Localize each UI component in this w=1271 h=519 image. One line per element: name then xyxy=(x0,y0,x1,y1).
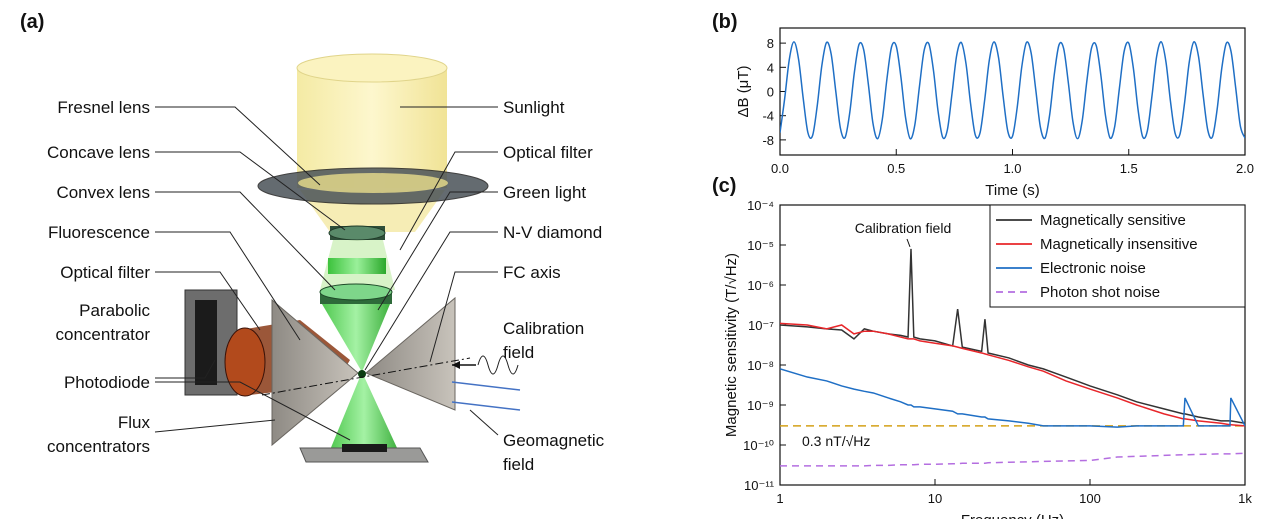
x-axis-label: Time (s) xyxy=(985,182,1039,199)
apparatus xyxy=(155,54,520,462)
series-line xyxy=(780,323,1245,426)
diagram-label: Optical filter xyxy=(503,143,593,162)
y-axis-label: ΔB (μT) xyxy=(735,66,752,118)
diagram-label: Convex lens xyxy=(56,183,150,202)
series-line xyxy=(780,453,1245,466)
panel-label: (b) xyxy=(712,11,738,33)
y-tick-label: 10⁻⁴ xyxy=(747,198,774,213)
diagram-label: Parabolic xyxy=(79,301,150,320)
y-tick-label: 0 xyxy=(767,85,774,100)
chart: 1 10 100 1k 10⁻¹¹ 10⁻¹⁰ 10⁻⁹ 10⁻⁸ 10⁻⁷ 10⁻⁶ 10⁻⁵ 10… xyxy=(723,198,1252,519)
series-line xyxy=(780,42,1245,139)
y-tick-label: -4 xyxy=(762,109,774,124)
diagram-label: Flux xyxy=(118,413,151,432)
y-tick-label: 10⁻⁷ xyxy=(748,318,774,333)
diagram-label: Fresnel lens xyxy=(57,98,150,117)
legend-label: Magnetically sensitive xyxy=(1040,212,1186,229)
x-tick-label: 10 xyxy=(928,491,942,506)
diagram-label: Green light xyxy=(503,183,586,202)
y-tick-label: 10⁻¹⁰ xyxy=(743,438,774,453)
y-tick-label: -8 xyxy=(762,133,774,148)
legend-label: Photon shot noise xyxy=(1040,284,1160,301)
y-tick-label: 10⁻⁵ xyxy=(747,238,774,253)
y-tick-label: 10⁻¹¹ xyxy=(744,478,775,493)
diagram-label: N-V diamond xyxy=(503,223,602,242)
diagram-label: Photodiode xyxy=(64,373,150,392)
diagram-label: Sunlight xyxy=(503,98,565,117)
figure: (a) (b) (c) xyxy=(0,0,1271,519)
diagram-label: Calibration xyxy=(503,319,584,338)
y-tick-label: 8 xyxy=(767,36,774,51)
x-tick-label: 0.5 xyxy=(887,161,905,176)
annotation-arrow xyxy=(907,239,910,247)
x-axis-label: Frequency (Hz) xyxy=(961,512,1064,519)
y-tick-label: 10⁻⁹ xyxy=(747,398,774,413)
chart: 0.0 0.5 1.0 1.5 2.0 -8 -4 0 4 8 Time (s) ΔB (μT) xyxy=(735,28,1254,199)
x-tick-label: 100 xyxy=(1079,491,1101,506)
panel-label: (a) xyxy=(20,11,44,33)
diagram-label: concentrators xyxy=(47,437,150,456)
diagram-label: concentrator xyxy=(56,325,151,344)
diagram-label: field xyxy=(503,343,534,362)
diagram-label: Geomagnetic xyxy=(503,431,605,450)
reference-label: 0.3 nT/√Hz xyxy=(802,433,870,449)
x-tick-label: 2.0 xyxy=(1236,161,1254,176)
diagram-label: Concave lens xyxy=(47,143,150,162)
diagram-label: FC axis xyxy=(503,263,561,282)
y-tick-label: 10⁻⁶ xyxy=(747,278,774,293)
x-tick-label: 1k xyxy=(1238,491,1252,506)
diagram-label: Optical filter xyxy=(60,263,150,282)
legend-label: Magnetically insensitive xyxy=(1040,236,1198,253)
y-tick-label: 4 xyxy=(767,60,774,75)
x-tick-label: 1.0 xyxy=(1003,161,1021,176)
x-tick-label: 1 xyxy=(776,491,783,506)
y-tick-label: 10⁻⁸ xyxy=(747,358,774,373)
x-tick-label: 0.0 xyxy=(771,161,789,176)
legend-label: Electronic noise xyxy=(1040,260,1146,277)
x-tick-label: 1.5 xyxy=(1120,161,1138,176)
panel-label: (c) xyxy=(712,175,736,197)
annotation: Calibration field xyxy=(855,220,952,236)
series-line xyxy=(780,369,1245,427)
y-axis-label: Magnetic sensitivity (T/√Hz) xyxy=(723,253,740,437)
diagram-label: field xyxy=(503,455,534,474)
diagram-label: Fluorescence xyxy=(48,223,150,242)
